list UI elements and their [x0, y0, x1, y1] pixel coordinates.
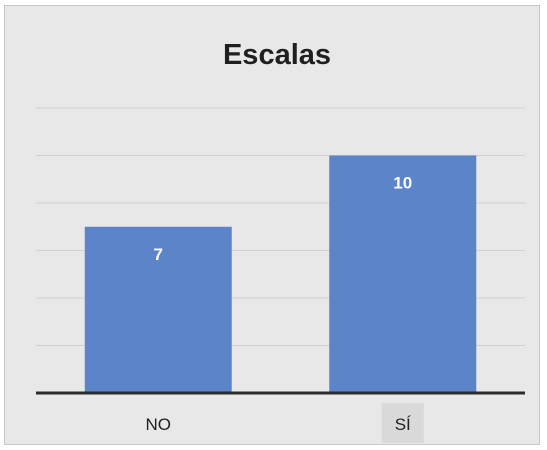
data-label: 10 [393, 174, 412, 193]
category-labels: NO SÍ [146, 403, 424, 443]
category-label[interactable]: NO [146, 415, 172, 434]
bars: 7 10 [84, 155, 477, 394]
bar-si[interactable] [329, 155, 477, 394]
chart-title: Escalas [223, 39, 331, 71]
selected-category-highlight [381, 403, 424, 443]
data-label: 7 [154, 245, 163, 264]
category-label[interactable]: SÍ [395, 415, 411, 434]
bar-no[interactable] [84, 226, 232, 393]
